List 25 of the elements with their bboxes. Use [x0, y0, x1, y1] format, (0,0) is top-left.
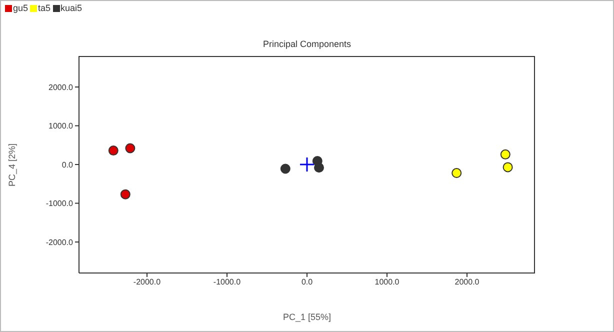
y-axis-title: PC_4 [2%]: [7, 142, 17, 189]
x-axis-title: PC_1 [55%]: [282, 312, 332, 322]
x-tick-label: 1000.0: [374, 278, 400, 287]
x-tick-label: 2000.0: [454, 278, 480, 287]
point: [452, 168, 462, 178]
x-tick-label: -1000.0: [213, 278, 242, 287]
point: [120, 189, 130, 200]
y-tick-label: -2000.0: [46, 238, 74, 247]
y-tick-label: 2000.0: [48, 82, 74, 92]
legend-label: ta5: [37, 3, 51, 13]
x-tick-label: 0.0: [301, 278, 314, 287]
point: [108, 146, 118, 156]
point: [502, 162, 513, 172]
x-tick-label: -2000.0: [133, 278, 162, 287]
point: [500, 149, 510, 160]
point: [314, 162, 324, 173]
legend-label: gu5: [12, 3, 28, 13]
chart-title: Principal Components: [262, 39, 352, 49]
legend-label: kuai5: [60, 3, 82, 13]
y-tick-label: 1000.0: [48, 122, 74, 131]
y-tick-label: 0.0: [62, 160, 74, 170]
point: [125, 143, 136, 154]
y-tick-label: -1000.0: [46, 199, 74, 208]
point: [299, 156, 315, 172]
point: [280, 164, 290, 174]
